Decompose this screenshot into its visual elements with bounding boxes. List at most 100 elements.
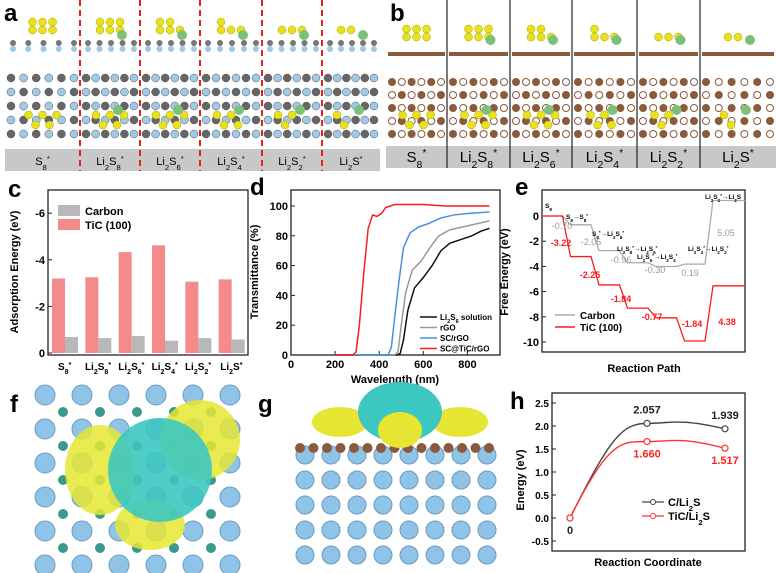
atom bbox=[221, 129, 231, 139]
atom bbox=[459, 104, 468, 112]
atom bbox=[522, 91, 530, 99]
bar-tic bbox=[52, 278, 65, 353]
lithium-atom bbox=[671, 105, 682, 115]
sulfur-atom bbox=[287, 110, 297, 120]
atom bbox=[251, 115, 261, 125]
atom bbox=[449, 130, 457, 138]
atom bbox=[574, 104, 582, 112]
titanium-atom bbox=[373, 545, 393, 565]
atom bbox=[500, 104, 508, 112]
atom bbox=[437, 130, 445, 138]
atom bbox=[145, 46, 151, 52]
atom bbox=[282, 87, 292, 97]
atom bbox=[129, 101, 139, 111]
atom bbox=[639, 91, 647, 99]
sulfur-atom bbox=[172, 120, 182, 130]
atom bbox=[562, 91, 570, 99]
atom bbox=[489, 91, 498, 99]
atom bbox=[605, 130, 614, 138]
atom bbox=[542, 130, 550, 138]
atom bbox=[727, 130, 736, 138]
atom bbox=[727, 91, 736, 99]
graphene-layer bbox=[388, 52, 445, 56]
lithium-atom bbox=[741, 105, 751, 115]
atom bbox=[96, 40, 103, 46]
atom bbox=[44, 87, 54, 97]
graphene-layer bbox=[574, 52, 635, 56]
atom bbox=[211, 73, 221, 83]
titanium-atom bbox=[295, 520, 315, 540]
lithium-atom bbox=[485, 35, 496, 45]
atom bbox=[292, 87, 302, 97]
atom bbox=[40, 46, 47, 52]
atom bbox=[349, 40, 355, 46]
sulfur-atom bbox=[733, 32, 743, 42]
atom bbox=[91, 73, 100, 83]
sulfur-atom bbox=[336, 25, 346, 35]
titanium-atom bbox=[71, 554, 93, 573]
atom bbox=[714, 78, 723, 86]
structure-b-1 bbox=[449, 24, 508, 138]
atom bbox=[595, 104, 604, 112]
atom bbox=[211, 101, 221, 111]
structure-b-0 bbox=[388, 24, 445, 138]
sulfur-atom bbox=[28, 17, 37, 27]
atom bbox=[449, 78, 457, 86]
titanium-atom bbox=[182, 554, 204, 573]
y-tick-label: -6 bbox=[529, 287, 539, 299]
atom bbox=[371, 46, 377, 52]
atom bbox=[669, 130, 678, 138]
atom bbox=[407, 104, 416, 112]
sulfur-atom bbox=[339, 120, 349, 130]
atom bbox=[44, 129, 54, 139]
atom bbox=[727, 104, 736, 112]
atom bbox=[129, 87, 139, 97]
sulfur-atom bbox=[95, 25, 105, 35]
atom bbox=[388, 130, 396, 138]
titanium-atom bbox=[321, 545, 341, 565]
titanium-atom bbox=[399, 545, 419, 565]
panel-label-c: c bbox=[8, 176, 22, 203]
panel-label-d: d bbox=[250, 174, 265, 201]
y-axis-label: Transmittance (%) bbox=[249, 224, 261, 319]
sulfur-atom bbox=[332, 110, 342, 120]
carbon-step-value: -0.96 bbox=[611, 255, 632, 265]
data-label: 2.057 bbox=[633, 404, 661, 416]
titanium-atom bbox=[425, 545, 445, 565]
atom bbox=[145, 40, 151, 46]
atom bbox=[449, 117, 457, 125]
sulfur-atom bbox=[233, 120, 243, 130]
atom bbox=[120, 129, 129, 139]
x-tick-label: Li2S4* bbox=[152, 362, 178, 376]
atom bbox=[69, 87, 79, 97]
atom bbox=[574, 130, 582, 138]
sulfur-atom bbox=[412, 32, 421, 42]
atom bbox=[205, 46, 211, 52]
atom bbox=[141, 101, 151, 111]
atom bbox=[251, 101, 261, 111]
atom bbox=[6, 101, 16, 111]
data-label: 1.517 bbox=[711, 455, 739, 467]
data-point bbox=[721, 425, 729, 433]
atom bbox=[753, 130, 762, 138]
lithium-atom bbox=[299, 30, 309, 40]
sulfur-atom bbox=[474, 110, 483, 120]
atom bbox=[273, 73, 282, 83]
graphene-layer bbox=[702, 52, 774, 56]
sulfur-atom bbox=[52, 110, 61, 120]
sulfur-atom bbox=[422, 32, 431, 42]
data-point bbox=[721, 444, 729, 452]
titanium-atom bbox=[34, 384, 56, 406]
atom bbox=[191, 46, 197, 52]
panel-label-f: f bbox=[10, 391, 18, 418]
atom bbox=[714, 104, 723, 112]
atom bbox=[231, 129, 241, 139]
atom bbox=[427, 104, 436, 112]
atom bbox=[500, 78, 508, 86]
atom bbox=[627, 91, 635, 99]
y-tick-label: -8 bbox=[529, 312, 539, 324]
sulfur-atom bbox=[165, 17, 175, 27]
atom bbox=[351, 87, 360, 97]
atom bbox=[180, 73, 189, 83]
atom bbox=[397, 78, 406, 86]
